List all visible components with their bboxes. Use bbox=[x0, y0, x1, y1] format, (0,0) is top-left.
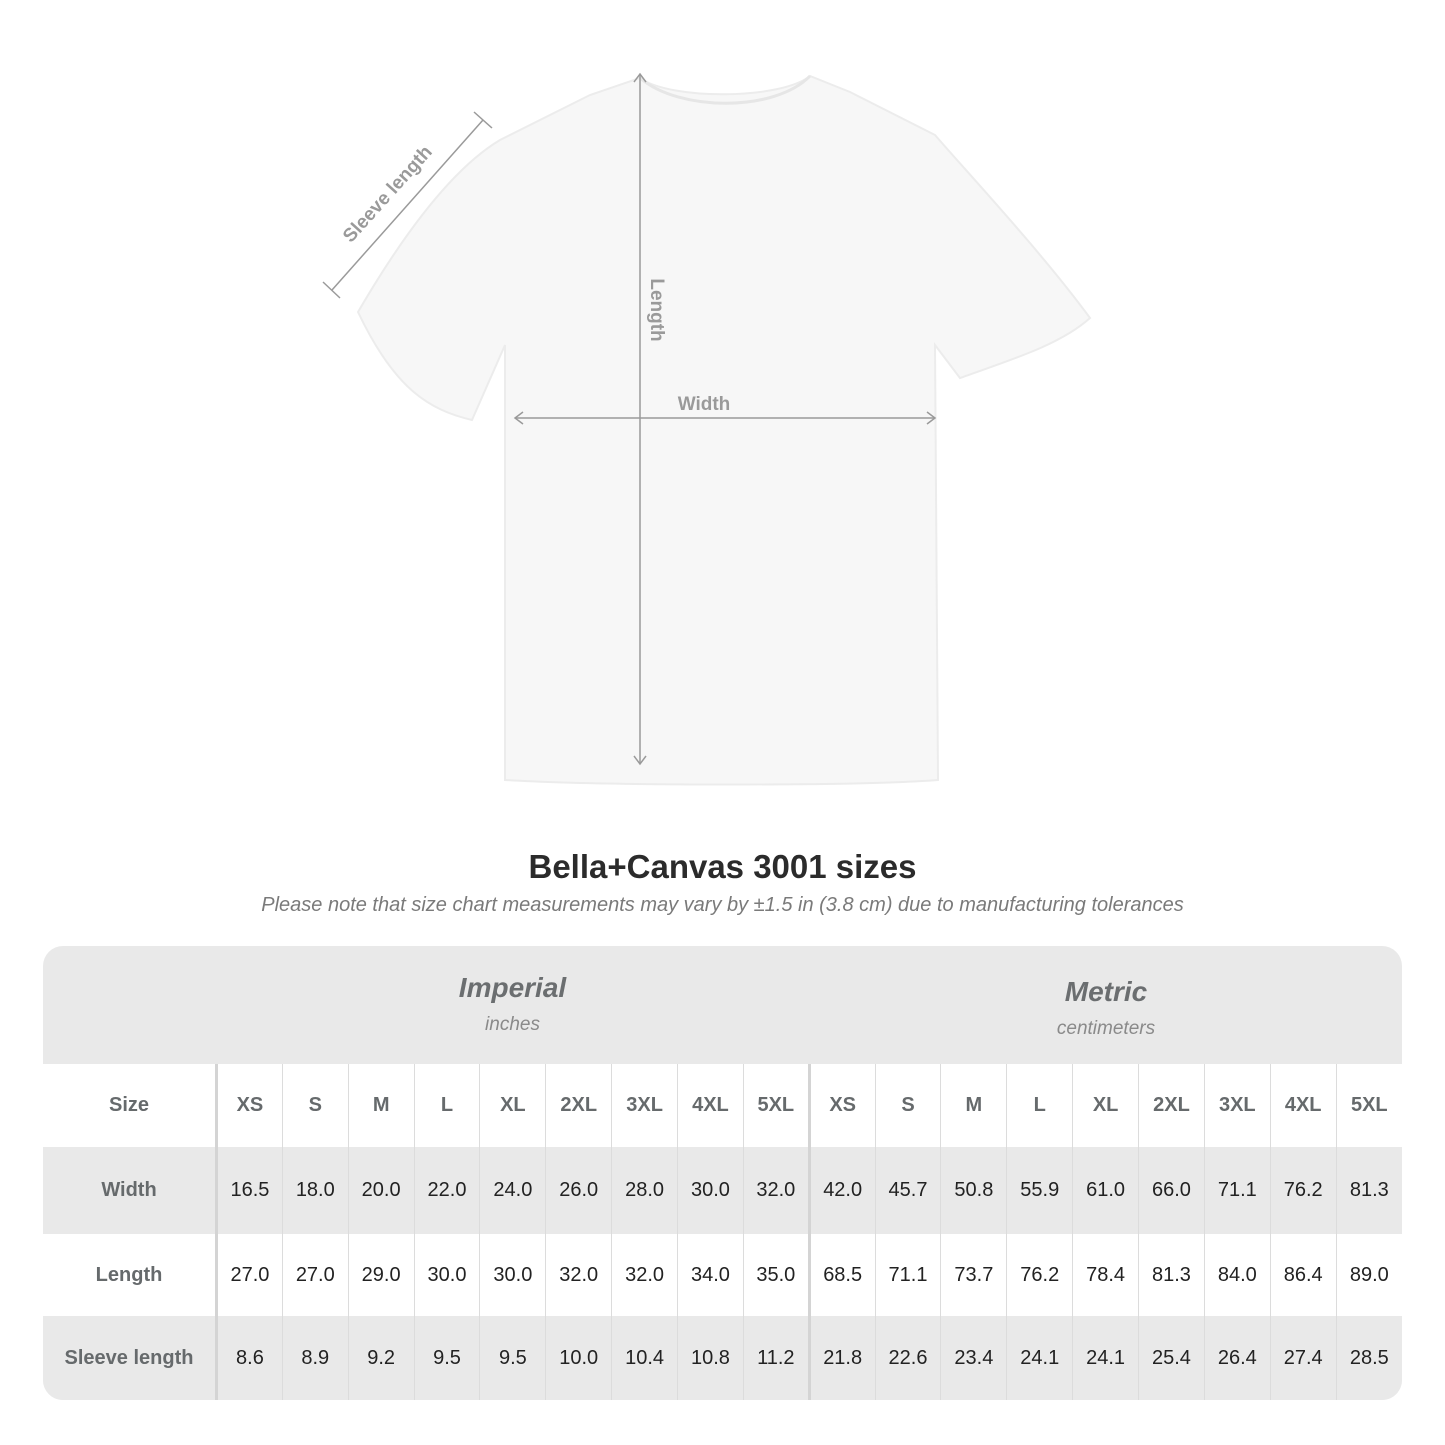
metric-value-cell: 81.3 bbox=[1138, 1234, 1205, 1316]
metric-value-cell: 89.0 bbox=[1335, 1234, 1402, 1316]
imperial-value-cell: 28.0 bbox=[611, 1147, 678, 1234]
imperial-value-cell: 32.0 bbox=[611, 1234, 678, 1316]
imperial-value-cell: 32.0 bbox=[742, 1147, 810, 1234]
size-table: Imperial inches Metric centimeters Size X… bbox=[43, 946, 1402, 1400]
metric-value-cell: 24.1 bbox=[1006, 1316, 1073, 1400]
metric-header: Metric centimeters bbox=[810, 946, 1402, 1094]
imperial-value-cell: 11.2 bbox=[742, 1316, 810, 1400]
imperial-value-cell: 10.0 bbox=[545, 1316, 612, 1400]
size-header-row: Size XS S M L XL 2XL 3XL 4XL 5XL XS S M L XL 2XL 3XL 4XL 5… bbox=[43, 1064, 1402, 1147]
imperial-title: Imperial bbox=[458, 972, 567, 1003]
imperial-size-m: M bbox=[347, 1064, 415, 1147]
imperial-value-cell: 35.0 bbox=[742, 1234, 810, 1316]
metric-size-s: S bbox=[874, 1064, 941, 1147]
metric-size-5xl: 5XL bbox=[1335, 1064, 1402, 1147]
metric-value-cell: 78.4 bbox=[1072, 1234, 1139, 1316]
imperial-value-cell: 9.5 bbox=[413, 1316, 480, 1400]
tshirt-shape bbox=[356, 74, 1092, 786]
length-label: Length bbox=[646, 278, 667, 341]
imperial-value-cell: 32.0 bbox=[545, 1234, 612, 1316]
metric-value-cell: 55.9 bbox=[1006, 1147, 1073, 1234]
metric-size-xs: XS bbox=[807, 1064, 876, 1147]
metric-size-3xl: 3XL bbox=[1203, 1064, 1271, 1147]
metric-value-cell: 50.8 bbox=[940, 1147, 1007, 1234]
metric-value-cell: 76.2 bbox=[1006, 1234, 1073, 1316]
imperial-value-cell: 34.0 bbox=[677, 1234, 744, 1316]
metric-title: Metric bbox=[1064, 976, 1148, 1007]
imperial-value-cell: 30.0 bbox=[413, 1234, 480, 1316]
metric-unit: centimeters bbox=[1056, 1018, 1156, 1039]
metric-size-m: M bbox=[940, 1064, 1007, 1147]
row-label: Width bbox=[43, 1147, 217, 1234]
imperial-value-cell: 24.0 bbox=[479, 1147, 546, 1234]
metric-value-cell: 27.4 bbox=[1269, 1316, 1337, 1400]
imperial-size-xl: XL bbox=[479, 1064, 546, 1147]
metric-size-4xl: 4XL bbox=[1269, 1064, 1337, 1147]
imperial-value-cell: 9.5 bbox=[479, 1316, 546, 1400]
page-title: Bella+Canvas 3001 sizes bbox=[528, 848, 917, 885]
metric-value-cell: 23.4 bbox=[940, 1316, 1007, 1400]
imperial-value-cell: 18.0 bbox=[281, 1147, 349, 1234]
metric-value-cell: 28.5 bbox=[1335, 1316, 1402, 1400]
tshirt-collar bbox=[639, 74, 812, 105]
width-label: Width bbox=[678, 394, 731, 415]
imperial-size-3xl: 3XL bbox=[611, 1064, 678, 1147]
imperial-value-cell: 10.4 bbox=[611, 1316, 678, 1400]
row-label: Sleeve length bbox=[43, 1316, 217, 1400]
metric-value-cell: 68.5 bbox=[807, 1234, 876, 1316]
metric-value-cell: 26.4 bbox=[1203, 1316, 1271, 1400]
metric-value-cell: 22.6 bbox=[874, 1316, 941, 1400]
metric-value-cell: 81.3 bbox=[1335, 1147, 1402, 1234]
imperial-value-cell: 8.6 bbox=[215, 1316, 283, 1400]
table-row-width: Width 16.5 18.0 20.0 22.0 24.0 26.0 28.0 30.0 32.… bbox=[43, 1147, 1402, 1234]
metric-size-2xl: 2XL bbox=[1138, 1064, 1205, 1147]
size-label: Size bbox=[43, 1064, 217, 1147]
table-row-sleeve-length: Sleeve length 8.6 8.9 9.2 9.5 9.5 10.0 10.4 10.8… bbox=[43, 1316, 1402, 1400]
imperial-value-cell: 30.0 bbox=[677, 1147, 744, 1234]
metric-size-l: L bbox=[1006, 1064, 1073, 1147]
imperial-value-cell: 26.0 bbox=[545, 1147, 612, 1234]
imperial-value-cell: 16.5 bbox=[215, 1147, 283, 1234]
imperial-size-4xl: 4XL bbox=[677, 1064, 744, 1147]
imperial-value-cell: 29.0 bbox=[347, 1234, 415, 1316]
metric-value-cell: 71.1 bbox=[874, 1234, 941, 1316]
table-row-length: Length 27.0 27.0 29.0 30.0 30.0 32.0 32.0 34.0 35… bbox=[43, 1234, 1402, 1316]
row-label: Length bbox=[43, 1234, 217, 1316]
metric-value-cell: 73.7 bbox=[940, 1234, 1007, 1316]
imperial-size-5xl: 5XL bbox=[742, 1064, 810, 1147]
imperial-size-xs: XS bbox=[215, 1064, 283, 1147]
imperial-size-2xl: 2XL bbox=[545, 1064, 612, 1147]
imperial-value-cell: 27.0 bbox=[281, 1234, 349, 1316]
metric-value-cell: 42.0 bbox=[807, 1147, 876, 1234]
metric-value-cell: 61.0 bbox=[1072, 1147, 1139, 1234]
metric-value-cell: 84.0 bbox=[1203, 1234, 1271, 1316]
tshirt-diagram: Sleeve length Length Width bbox=[322, 72, 1092, 786]
metric-value-cell: 76.2 bbox=[1269, 1147, 1337, 1234]
imperial-value-cell: 27.0 bbox=[215, 1234, 283, 1316]
metric-value-cell: 21.8 bbox=[807, 1316, 876, 1400]
sleeve-arrow bbox=[331, 119, 484, 291]
imperial-value-cell: 30.0 bbox=[479, 1234, 546, 1316]
imperial-size-l: L bbox=[413, 1064, 480, 1147]
imperial-unit: inches bbox=[485, 1014, 540, 1035]
imperial-header: Imperial inches bbox=[215, 946, 810, 1090]
metric-value-cell: 71.1 bbox=[1203, 1147, 1271, 1234]
tolerance-note: Please note that size chart measurements… bbox=[261, 894, 1184, 916]
metric-size-xl: XL bbox=[1072, 1064, 1139, 1147]
size-grid: Size XS S M L XL 2XL 3XL 4XL 5XL XS S M L XL 2XL 3XL 4XL 5… bbox=[43, 1064, 1402, 1400]
metric-value-cell: 86.4 bbox=[1269, 1234, 1337, 1316]
imperial-value-cell: 8.9 bbox=[281, 1316, 349, 1400]
imperial-value-cell: 22.0 bbox=[413, 1147, 480, 1234]
metric-value-cell: 66.0 bbox=[1138, 1147, 1205, 1234]
metric-value-cell: 24.1 bbox=[1072, 1316, 1139, 1400]
imperial-size-s: S bbox=[281, 1064, 349, 1147]
imperial-value-cell: 20.0 bbox=[347, 1147, 415, 1234]
metric-value-cell: 25.4 bbox=[1138, 1316, 1205, 1400]
annotation-lines bbox=[322, 72, 937, 766]
metric-value-cell: 45.7 bbox=[874, 1147, 941, 1234]
imperial-value-cell: 9.2 bbox=[347, 1316, 415, 1400]
imperial-value-cell: 10.8 bbox=[677, 1316, 744, 1400]
